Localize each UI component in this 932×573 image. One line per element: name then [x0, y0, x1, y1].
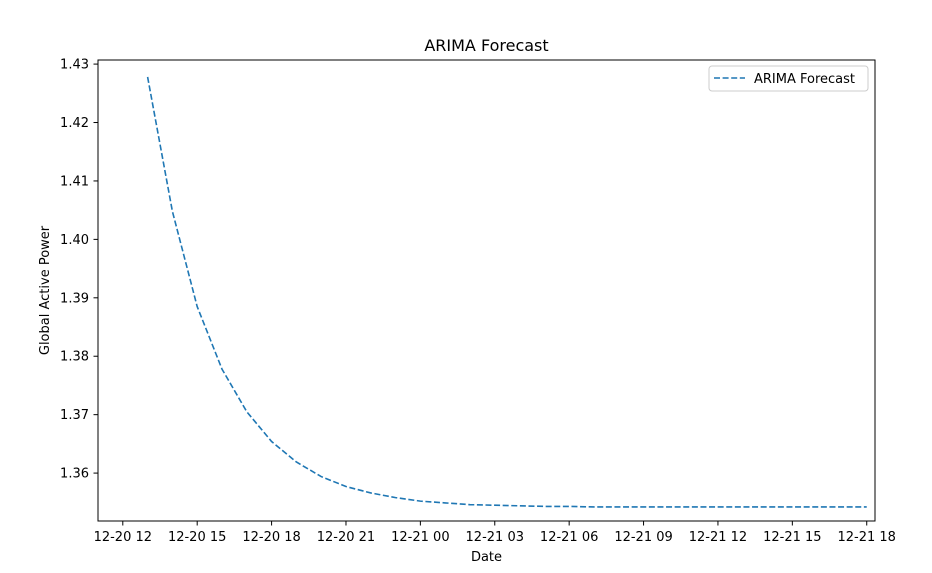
- x-tick-label: 12-21 03: [466, 530, 524, 545]
- x-tick-label: 12-21 18: [838, 530, 896, 545]
- x-tick-label: 12-21 09: [614, 530, 672, 545]
- x-tick-label: 12-21 15: [763, 530, 821, 545]
- y-axis-label: Global Active Power: [38, 225, 53, 355]
- x-tick-label: 12-21 06: [540, 530, 598, 545]
- legend: ARIMA Forecast: [708, 65, 869, 92]
- legend-label-arima-forecast: ARIMA Forecast: [754, 72, 855, 87]
- plot-frame: [97, 59, 876, 522]
- y-tick-label: 1.42: [60, 116, 89, 131]
- legend-frame: [708, 65, 869, 92]
- y-tick-label: 1.39: [60, 291, 89, 306]
- y-tick-label: 1.37: [60, 408, 89, 423]
- x-tick-label: 12-20 18: [242, 530, 300, 545]
- series-line-arima-forecast: [146, 76, 867, 508]
- plot-background: [98, 60, 875, 521]
- x-tick-label: 12-21 00: [391, 530, 449, 545]
- x-tick-label: 12-20 15: [168, 530, 226, 545]
- y-tick-label: 1.36: [60, 467, 89, 482]
- chart-title: ARIMA Forecast: [424, 36, 548, 55]
- y-tick-label: 1.38: [60, 350, 89, 365]
- y-tick-label: 1.41: [60, 174, 89, 189]
- y-tick-label: 1.43: [60, 58, 89, 73]
- x-tick-label: 12-20 12: [94, 530, 152, 545]
- x-tick-label: 12-21 12: [689, 530, 747, 545]
- x-tick-label: 12-20 21: [317, 530, 375, 545]
- x-axis-label: Date: [471, 550, 502, 565]
- plot-area: [97, 59, 876, 522]
- y-axis: 1.36 1.37 1.38 1.39 1.40 1.41 1.42 1.43: [60, 58, 98, 482]
- y-tick-label: 1.40: [60, 233, 89, 248]
- x-axis: 12-20 12 12-20 15 12-20 18 12-20 21 12-21 00…: [94, 521, 896, 545]
